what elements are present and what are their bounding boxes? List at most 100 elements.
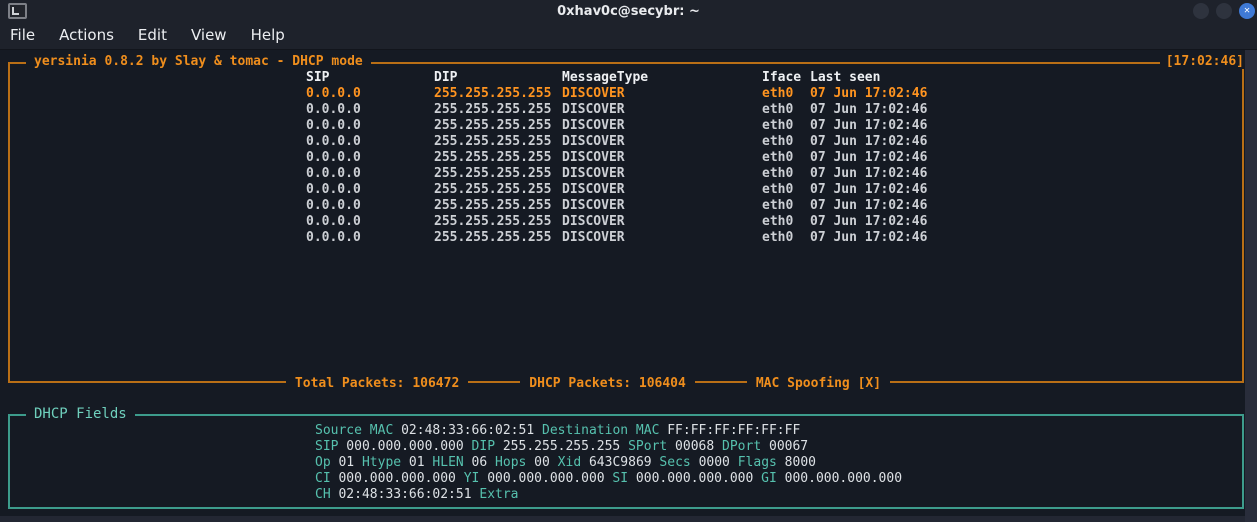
dhcp-attack-panel: yersinia 0.8.2 by Slay & tomac - DHCP mo…	[8, 54, 1244, 391]
cell-sip: 0.0.0.0	[306, 198, 361, 213]
field-label-xid: Xid	[549, 455, 582, 470]
packet-row[interactable]: 0.0.0.0 255.255.255.255 DISCOVER eth0 07…	[10, 150, 1242, 166]
col-header-messagetype: MessageType	[562, 70, 649, 85]
field-label-source-mac: Source MAC	[315, 423, 394, 438]
packet-row[interactable]: 0.0.0.0 255.255.255.255 DISCOVER eth0 07…	[10, 134, 1242, 150]
field-label-si: SI	[604, 471, 629, 486]
field-value-si: 000.000.000.000	[628, 471, 754, 486]
cell-iface: eth0	[762, 86, 794, 101]
cell-iface: eth0	[762, 230, 794, 245]
col-header-last-seen: Last seen	[810, 70, 881, 85]
field-value-gi: 000.000.000.000	[776, 471, 903, 486]
field-label-hops: Hops	[487, 455, 527, 470]
field-label-sip: SIP	[315, 439, 339, 454]
dhcp-field-line: CI 000.000.000.000 YI 000.000.000.000 SI…	[315, 471, 1242, 487]
menu-bar: File Actions Edit View Help	[0, 22, 1257, 50]
field-value-ch: 02:48:33:66:02:51	[330, 487, 472, 502]
total-packets: Total Packets: 106472	[285, 376, 469, 391]
cell-dip: 255.255.255.255	[434, 182, 552, 197]
field-value-ci: 000.000.000.000	[330, 471, 456, 486]
cell-dip: 255.255.255.255	[434, 134, 552, 149]
dhcp-fields-label: DHCP Fields	[26, 406, 135, 422]
cell-last-seen: 07 Jun 17:02:46	[810, 182, 928, 197]
scrollbar-track[interactable]	[1245, 50, 1257, 522]
menu-item-view[interactable]: View	[190, 25, 227, 44]
cell-messagetype: DISCOVER	[562, 198, 625, 213]
field-value-op: 01	[330, 455, 355, 470]
maximize-button[interactable]	[1216, 3, 1232, 19]
cell-messagetype: DISCOVER	[562, 102, 625, 117]
cell-dip: 255.255.255.255	[434, 166, 552, 181]
cell-sip: 0.0.0.0	[306, 166, 361, 181]
field-value-yi: 000.000.000.000	[479, 471, 605, 486]
menu-item-edit[interactable]: Edit	[137, 25, 167, 44]
field-value-flags: 8000	[776, 455, 816, 470]
dhcp-fields-panel: DHCP Fields Source MAC 02:48:33:66:02:51…	[8, 406, 1244, 509]
field-label-ch: CH	[315, 487, 331, 502]
cell-dip: 255.255.255.255	[434, 198, 552, 213]
menu-item-actions[interactable]: Actions	[59, 25, 114, 44]
cell-last-seen: 07 Jun 17:02:46	[810, 102, 928, 117]
minimize-button[interactable]	[1193, 3, 1209, 19]
field-label-flags: Flags	[729, 455, 777, 470]
packet-table-header: SIP DIP MessageType Iface Last seen	[10, 70, 1242, 86]
cell-iface: eth0	[762, 166, 794, 181]
packet-row[interactable]: 0.0.0.0 255.255.255.255 DISCOVER eth0 07…	[10, 182, 1242, 198]
cell-messagetype: DISCOVER	[562, 150, 625, 165]
cell-messagetype: DISCOVER	[562, 134, 625, 149]
mac-spoofing-toggle[interactable]: MAC Spoofing [X]	[746, 376, 891, 391]
panel-title: yersinia 0.8.2 by Slay & tomac - DHCP mo…	[26, 54, 371, 69]
cell-dip: 255.255.255.255	[434, 150, 552, 165]
cell-iface: eth0	[762, 198, 794, 213]
cell-last-seen: 07 Jun 17:02:46	[810, 118, 928, 133]
cell-dip: 255.255.255.255	[434, 102, 552, 117]
field-value-destination-mac: FF:FF:FF:FF:FF:FF	[659, 423, 801, 438]
terminal-bottom-edge	[0, 516, 1245, 522]
cell-iface: eth0	[762, 118, 794, 133]
menu-item-help[interactable]: Help	[250, 25, 285, 44]
cell-sip: 0.0.0.0	[306, 150, 361, 165]
packet-row[interactable]: 0.0.0.0 255.255.255.255 DISCOVER eth0 07…	[10, 86, 1242, 102]
packet-row[interactable]: 0.0.0.0 255.255.255.255 DISCOVER eth0 07…	[10, 214, 1242, 230]
field-value-htype: 01	[401, 455, 425, 470]
field-label-op: Op	[315, 455, 331, 470]
field-value-dip: 255.255.255.255	[495, 439, 621, 454]
cell-messagetype: DISCOVER	[562, 118, 625, 133]
window-controls: ✕	[1193, 3, 1255, 19]
cell-last-seen: 07 Jun 17:02:46	[810, 134, 928, 149]
close-button[interactable]: ✕	[1239, 3, 1255, 19]
col-header-sip: SIP	[306, 70, 330, 85]
packet-row[interactable]: 0.0.0.0 255.255.255.255 DISCOVER eth0 07…	[10, 166, 1242, 182]
field-value-sport: 00068	[667, 439, 715, 454]
field-label-gi: GI	[753, 471, 777, 486]
cell-sip: 0.0.0.0	[306, 134, 361, 149]
cell-iface: eth0	[762, 102, 794, 117]
cell-messagetype: DISCOVER	[562, 230, 625, 245]
cell-dip: 255.255.255.255	[434, 214, 552, 229]
cell-last-seen: 07 Jun 17:02:46	[810, 214, 928, 229]
menu-item-file[interactable]: File	[10, 25, 36, 44]
dhcp-field-line: CH 02:48:33:66:02:51 Extra	[315, 487, 1242, 503]
dhcp-fields-body: Source MAC 02:48:33:66:02:51 Destination…	[10, 416, 1242, 503]
terminal-app-icon	[8, 3, 27, 19]
field-label-hlen: HLEN	[424, 455, 464, 470]
field-label-htype: Htype	[354, 455, 402, 470]
packet-row[interactable]: 0.0.0.0 255.255.255.255 DISCOVER eth0 07…	[10, 198, 1242, 214]
dhcp-field-line: SIP 000.000.000.000 DIP 255.255.255.255 …	[315, 439, 1242, 455]
packet-row[interactable]: 0.0.0.0 255.255.255.255 DISCOVER eth0 07…	[10, 118, 1242, 134]
field-value-hlen: 06	[463, 455, 488, 470]
col-header-iface: Iface	[762, 70, 802, 85]
field-label-destination-mac: Destination MAC	[534, 423, 660, 438]
cell-sip: 0.0.0.0	[306, 118, 361, 133]
field-value-source-mac: 02:48:33:66:02:51	[393, 423, 535, 438]
dhcp-field-line: Source MAC 02:48:33:66:02:51 Destination…	[315, 423, 1242, 439]
packet-row[interactable]: 0.0.0.0 255.255.255.255 DISCOVER eth0 07…	[10, 102, 1242, 118]
cell-dip: 255.255.255.255	[434, 86, 552, 101]
cell-messagetype: DISCOVER	[562, 86, 625, 101]
cell-iface: eth0	[762, 182, 794, 197]
field-label-yi: YI	[455, 471, 480, 486]
packet-row[interactable]: 0.0.0.0 255.255.255.255 DISCOVER eth0 07…	[10, 230, 1242, 246]
field-label-sport: SPort	[620, 439, 668, 454]
field-value-hops: 00	[526, 455, 550, 470]
cell-last-seen: 07 Jun 17:02:46	[810, 150, 928, 165]
